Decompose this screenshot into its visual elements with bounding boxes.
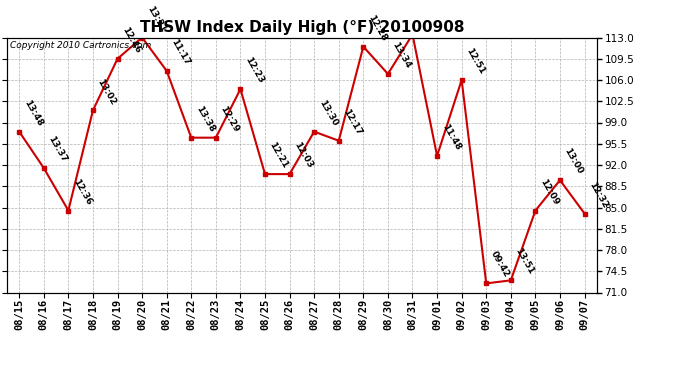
Text: 12:17: 12:17 (342, 107, 364, 136)
Text: 13:34: 13:34 (391, 40, 413, 70)
Text: 12:50: 12:50 (0, 374, 1, 375)
Text: 12:36: 12:36 (71, 177, 93, 206)
Text: 12:21: 12:21 (268, 141, 290, 170)
Text: 13:37: 13:37 (46, 135, 69, 164)
Text: 12:28: 12:28 (366, 13, 388, 42)
Text: 13:02: 13:02 (96, 77, 118, 106)
Text: 13:51: 13:51 (513, 247, 535, 276)
Text: 12:03: 12:03 (293, 141, 315, 170)
Text: 12:32: 12:32 (587, 180, 609, 209)
Text: 12:29: 12:29 (219, 104, 241, 134)
Text: 12:09: 12:09 (538, 177, 560, 206)
Text: 11:48: 11:48 (440, 122, 462, 152)
Text: 12:23: 12:23 (243, 56, 266, 85)
Text: Copyright 2010 Cartronics.com: Copyright 2010 Cartronics.com (10, 41, 151, 50)
Text: 12:46: 12:46 (120, 25, 142, 55)
Text: 12:51: 12:51 (464, 46, 486, 76)
Text: 13:00: 13:00 (563, 147, 584, 176)
Text: 13:21: 13:21 (145, 4, 167, 33)
Text: 13:48: 13:48 (22, 98, 44, 128)
Text: 13:38: 13:38 (194, 104, 216, 134)
Text: 11:17: 11:17 (170, 38, 192, 67)
Text: 13:30: 13:30 (317, 98, 339, 128)
Text: 09:42: 09:42 (489, 250, 511, 279)
Title: THSW Index Daily High (°F) 20100908: THSW Index Daily High (°F) 20100908 (139, 20, 464, 35)
